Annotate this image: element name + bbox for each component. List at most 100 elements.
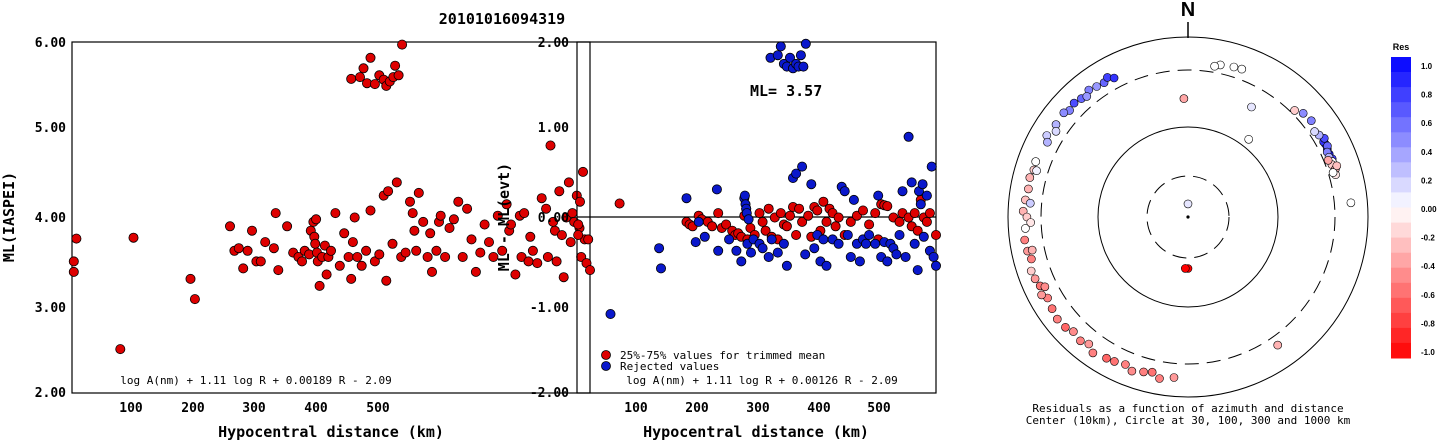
x-tick-label: 300 xyxy=(746,401,770,416)
data-point xyxy=(864,219,875,230)
station-point xyxy=(1026,218,1035,227)
data-point xyxy=(361,245,372,256)
y-axis-label-2: ML - ML(evt) xyxy=(495,163,513,271)
data-point xyxy=(775,41,786,52)
data-point xyxy=(699,231,710,242)
data-point xyxy=(818,196,829,207)
data-point xyxy=(915,199,926,210)
colorbar-segment xyxy=(1391,342,1411,359)
data-point xyxy=(488,251,499,262)
x-axis-label-2: Hypocentral distance (km) xyxy=(643,423,869,441)
data-point xyxy=(347,237,358,248)
data-point xyxy=(797,161,808,172)
data-point xyxy=(567,208,578,219)
data-point xyxy=(912,265,923,276)
station-point xyxy=(1237,64,1247,74)
data-point xyxy=(497,245,508,256)
station-point xyxy=(1298,109,1308,118)
station-point xyxy=(1244,135,1253,144)
data-point xyxy=(440,251,451,262)
station-point xyxy=(1020,235,1029,245)
data-point xyxy=(794,203,805,214)
data-point xyxy=(803,210,814,221)
station-point xyxy=(1076,336,1085,346)
station-point xyxy=(1092,82,1101,91)
data-point xyxy=(516,251,527,262)
station-point xyxy=(1183,199,1193,209)
formula-1: log A(nm) + 1.11 log R + 0.00189 R - 2.0… xyxy=(120,374,392,387)
colorbar-tick-label: 0.00 xyxy=(1421,205,1437,214)
legend-label-rejected: Rejected values xyxy=(620,360,719,373)
data-point xyxy=(766,234,777,245)
data-point xyxy=(909,208,920,219)
polar-points xyxy=(1018,60,1356,383)
data-point xyxy=(189,294,200,305)
colorbar-segment xyxy=(1391,102,1411,118)
data-point xyxy=(897,186,908,197)
data-point xyxy=(466,234,477,245)
data-point xyxy=(809,243,820,254)
legend-label-used: 25%-75% values for trimmed mean xyxy=(620,349,825,362)
data-point xyxy=(921,190,932,201)
data-point xyxy=(325,245,336,256)
station-point xyxy=(1102,353,1111,363)
y-tick-label: 4.00 xyxy=(35,211,66,226)
data-point xyxy=(585,265,596,276)
data-point xyxy=(413,187,424,198)
data-point xyxy=(563,177,574,188)
colorbar-title: Res xyxy=(1393,42,1410,52)
ring-1000km xyxy=(1007,36,1369,398)
data-point xyxy=(917,179,928,190)
data-point xyxy=(549,225,560,236)
data-point xyxy=(314,280,325,291)
colorbar-segment xyxy=(1391,312,1411,329)
data-point xyxy=(800,249,811,260)
data-point xyxy=(578,166,589,177)
data-point xyxy=(798,61,809,72)
data-point xyxy=(693,216,704,227)
station-point xyxy=(1059,108,1069,118)
data-point xyxy=(411,245,422,256)
colorbar-tick-label: 0.8 xyxy=(1421,91,1433,100)
data-point xyxy=(760,225,771,236)
data-point xyxy=(690,237,701,248)
colorbar-segment xyxy=(1391,147,1411,163)
station-point xyxy=(1069,98,1079,108)
data-point xyxy=(453,196,464,207)
data-point xyxy=(797,216,808,227)
data-point xyxy=(519,208,530,219)
data-point xyxy=(311,214,322,225)
data-point xyxy=(558,272,569,283)
data-point xyxy=(246,225,257,236)
colorbar: Res 1.0 0.8 0.6 0.4 0.2 0.00 -0.2 -0.4 -0.6 -0.8 -… xyxy=(1391,42,1437,359)
data-point xyxy=(358,63,369,74)
station-point xyxy=(1040,282,1050,292)
data-point xyxy=(457,251,468,262)
data-point xyxy=(400,247,411,258)
data-point xyxy=(845,216,856,227)
data-point xyxy=(781,221,792,232)
station-point xyxy=(1053,314,1062,324)
station-point xyxy=(1181,264,1190,273)
data-point xyxy=(349,212,360,223)
data-point xyxy=(746,247,757,258)
station-point xyxy=(1025,173,1035,182)
data-point xyxy=(523,256,534,267)
station-point xyxy=(1332,161,1342,171)
station-point xyxy=(1110,357,1119,366)
data-point xyxy=(763,251,774,262)
data-point xyxy=(772,50,783,61)
data-point xyxy=(260,237,271,248)
y-tick-label: 2.00 xyxy=(35,386,66,401)
data-point xyxy=(839,186,850,197)
data-point xyxy=(763,203,774,214)
data-point xyxy=(795,50,806,61)
data-points-1 xyxy=(68,39,596,355)
colorbar-tick-label: -0.4 xyxy=(1421,262,1435,271)
station-point xyxy=(1047,304,1057,314)
data-point xyxy=(536,193,547,204)
data-point xyxy=(778,238,789,249)
data-point xyxy=(575,196,586,207)
data-point xyxy=(282,221,293,232)
